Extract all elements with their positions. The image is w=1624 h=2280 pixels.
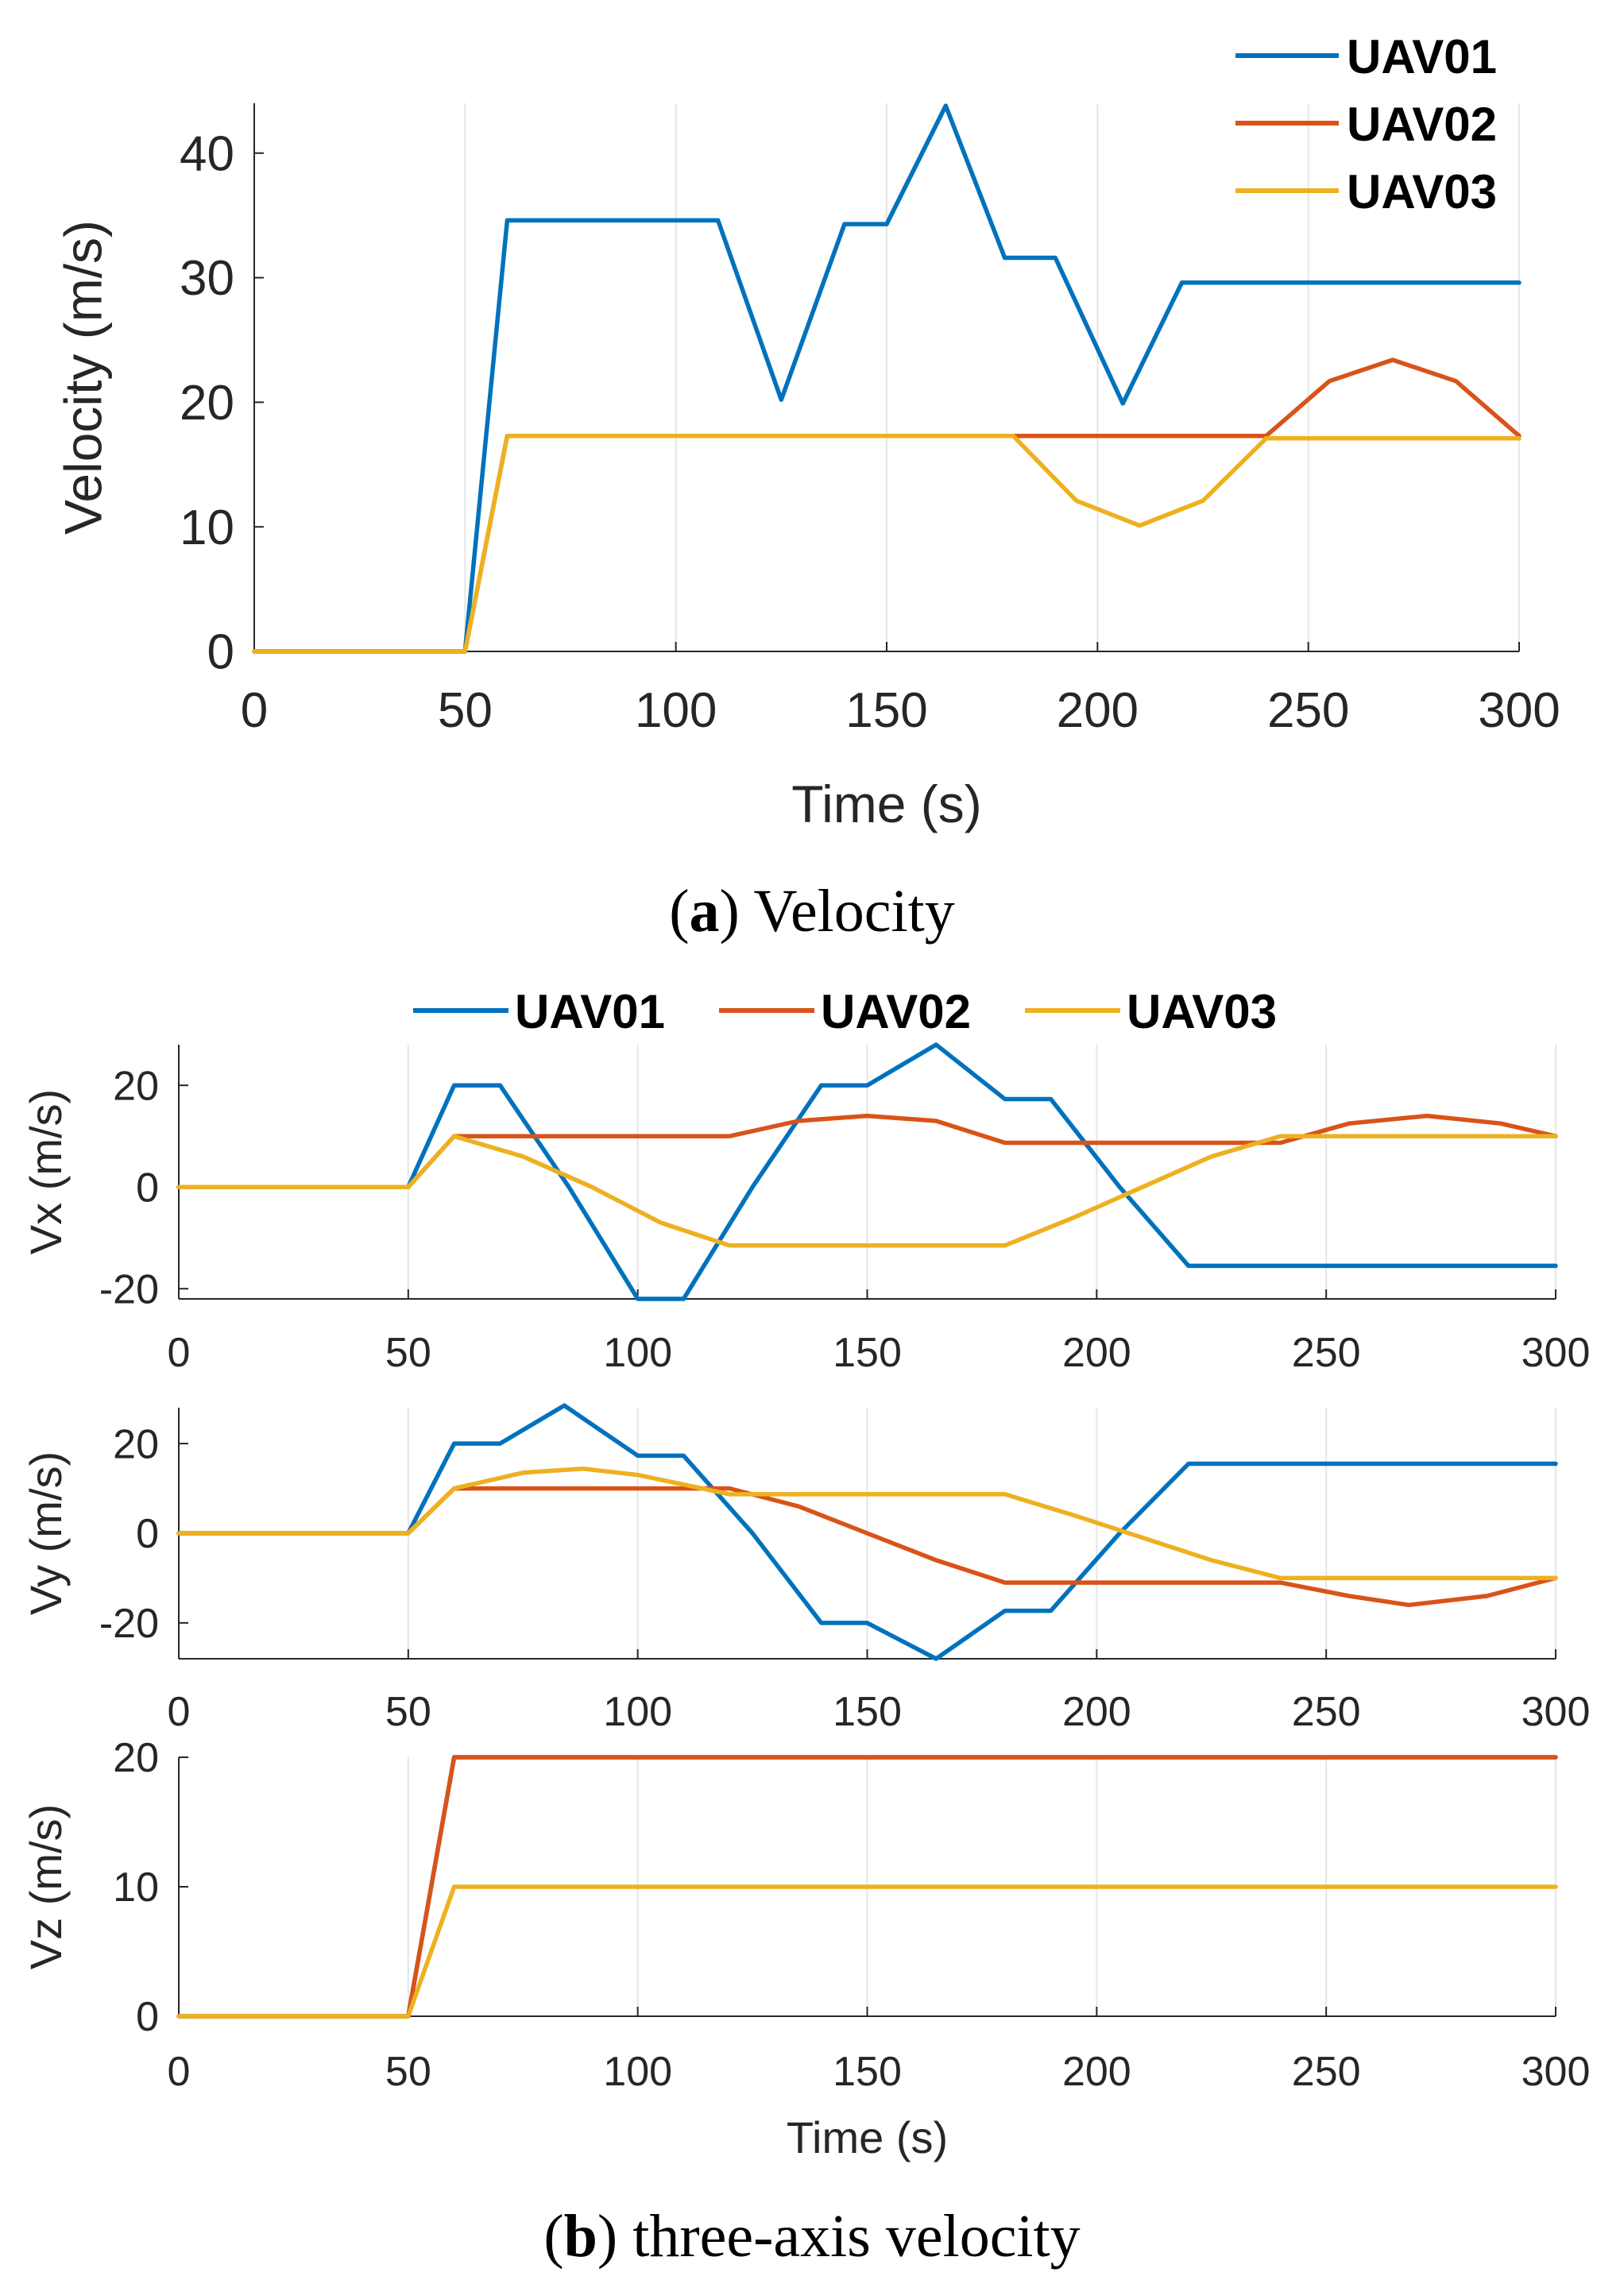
y-tick-label: 40 [180,126,234,181]
vz-chart: 0 50 100 150 200 250 300 0 10 20 Vz (m/s) Time (s) [21,1735,1591,2162]
y-tick-label: 0 [136,1165,159,1211]
x-tick-label: 100 [603,1330,672,1376]
caption-a: (a) Velocity [669,878,955,945]
x-tick-label: 150 [833,2049,902,2095]
legend-label-uav03: UAV03 [1127,985,1277,1038]
x-tick-label: 200 [1062,1689,1131,1735]
x-tick-label: 200 [1062,1330,1131,1376]
y-tick-label: 20 [180,376,234,431]
three-axis-legend: UAV01 UAV02 UAV03 [413,985,1277,1038]
x-tick-label: 300 [1522,1689,1591,1735]
y-axis-label: Vy (m/s) [21,1451,71,1615]
series-line-uav03 [176,1884,1558,2019]
series-line-uav01 [176,1403,1558,1661]
x-tick-label: 250 [1267,683,1349,738]
y-tick-label: 0 [207,625,234,680]
x-axis-label: Time (s) [791,775,982,833]
y-tick-label: 10 [113,1865,159,1911]
legend-label-uav01: UAV01 [1347,30,1497,83]
x-tick-label: 100 [603,1689,672,1735]
x-tick-label: 50 [385,2049,431,2095]
x-tick-label: 150 [833,1330,902,1376]
legend-label-uav02: UAV02 [1347,98,1497,151]
velocity-chart: 0 50 100 150 200 250 300 0 10 20 30 40 Velocity (m/s… [53,103,1560,833]
x-tick-label: 0 [168,1330,191,1376]
y-tick-label: 30 [180,251,234,306]
series-line-uav03 [252,433,1522,654]
x-tick-label: 200 [1062,2049,1131,2095]
caption-b: (b) three-axis velocity [543,2203,1080,2270]
x-tick-label: 100 [635,683,717,738]
y-tick-label: 0 [136,1511,159,1557]
caption-b-letter: b [564,2203,597,2270]
legend-label-uav03: UAV03 [1347,165,1497,218]
caption-a-text: Velocity [740,878,955,945]
x-tick-label: 300 [1478,683,1560,738]
y-axis-label: Velocity (m/s) [53,220,112,535]
x-tick-label: 100 [603,2049,672,2095]
x-tick-label: 150 [833,1689,902,1735]
series-line-uav01 [252,103,1522,654]
x-tick-label: 200 [1057,683,1139,738]
series-line-uav03 [176,1134,1558,1248]
y-tick-label: -20 [99,1266,159,1312]
y-tick-label: 0 [136,1994,159,2040]
y-axis-label: Vx (m/s) [21,1089,71,1254]
series-line-uav03 [176,1466,1558,1581]
x-tick-label: 50 [385,1689,431,1735]
x-tick-label: 250 [1292,1330,1361,1376]
x-axis-label: Time (s) [787,2112,948,2162]
y-tick-label: 20 [113,1421,159,1467]
x-tick-label: 250 [1292,2049,1361,2095]
x-tick-label: 50 [385,1330,431,1376]
caption-b-text: three-axis velocity [617,2203,1080,2270]
x-tick-label: 50 [438,683,493,738]
x-tick-label: 300 [1522,1330,1591,1376]
x-tick-label: 250 [1292,1689,1361,1735]
y-tick-label: 10 [180,500,234,555]
y-axis-label: Vz (m/s) [21,1804,71,1969]
x-tick-label: 150 [845,683,927,738]
y-tick-label: -20 [99,1601,159,1647]
y-tick-label: 20 [113,1735,159,1781]
y-tick-label: 20 [113,1063,159,1109]
x-tick-label: 300 [1522,2049,1591,2095]
legend-label-uav02: UAV02 [821,985,971,1038]
x-tick-label: 0 [168,1689,191,1735]
x-tick-label: 0 [168,2049,191,2095]
caption-a-letter: a [690,878,720,945]
x-tick-label: 0 [241,683,268,738]
legend-label-uav01: UAV01 [515,985,665,1038]
velocity-legend: UAV01 UAV02 UAV03 [1235,30,1497,218]
